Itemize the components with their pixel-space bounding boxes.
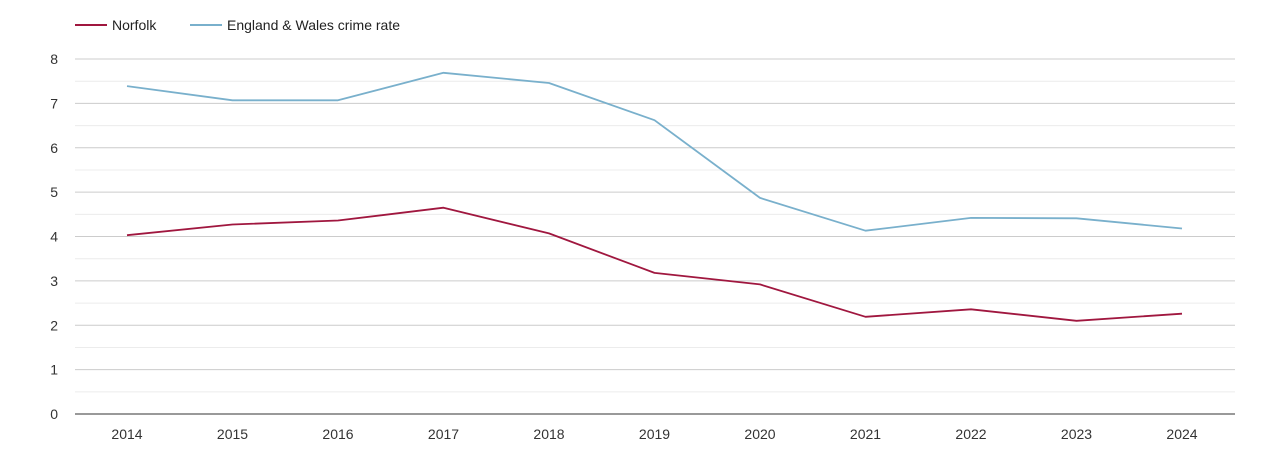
grid xyxy=(75,58,1235,415)
y-tick-label: 3 xyxy=(50,273,58,289)
legend-label: England & Wales crime rate xyxy=(227,17,400,33)
legend-item-england-wales-crime-rate: England & Wales crime rate xyxy=(190,17,400,33)
x-tick-label: 2014 xyxy=(111,426,142,442)
legend-label: Norfolk xyxy=(112,17,157,33)
x-tick-label: 2018 xyxy=(533,426,564,442)
y-tick-label: 8 xyxy=(50,51,58,67)
legend-item-norfolk: Norfolk xyxy=(75,17,157,33)
x-tick-label: 2022 xyxy=(955,426,986,442)
y-axis: 0 1 2 3 4 5 6 7 8 xyxy=(50,51,58,422)
x-tick-label: 2015 xyxy=(217,426,248,442)
x-tick-label: 2020 xyxy=(744,426,775,442)
series-line-norfolk xyxy=(126,206,1183,322)
legend: Norfolk England & Wales crime rate xyxy=(75,17,400,33)
y-tick-label: 0 xyxy=(50,406,58,422)
x-tick-label: 2021 xyxy=(850,426,881,442)
y-tick-label: 4 xyxy=(50,229,58,245)
y-tick-label: 7 xyxy=(50,95,58,111)
x-tick-label: 2019 xyxy=(639,426,670,442)
x-tick-label: 2024 xyxy=(1166,426,1197,442)
x-axis: 2014 2015 2016 2017 2018 2019 2020 2021 2022 2023… xyxy=(111,426,1197,442)
y-tick-label: 1 xyxy=(50,362,58,378)
series-line-england-wales-crime-rate xyxy=(126,71,1183,232)
series-lines xyxy=(126,71,1183,322)
y-tick-label: 5 xyxy=(50,184,58,200)
x-tick-label: 2023 xyxy=(1061,426,1092,442)
x-tick-label: 2016 xyxy=(322,426,353,442)
y-tick-label: 6 xyxy=(50,140,58,156)
y-tick-label: 2 xyxy=(50,317,58,333)
x-tick-label: 2017 xyxy=(428,426,459,442)
